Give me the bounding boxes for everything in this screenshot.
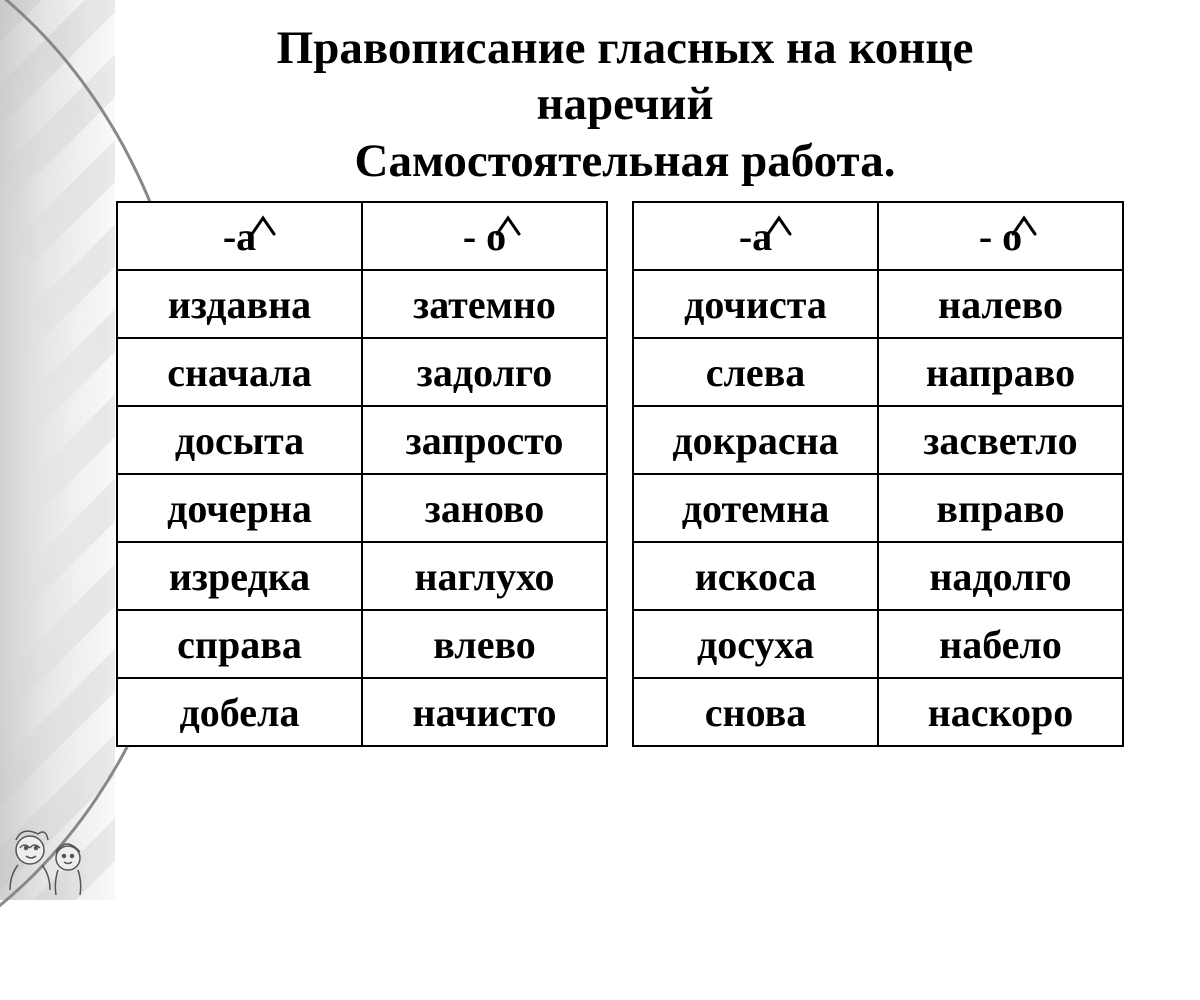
cell: надолго xyxy=(878,542,1123,610)
table-row: досытазапросто xyxy=(117,406,607,474)
table-right: -а - о дочистаналево слеванаправо докрас… xyxy=(632,201,1124,747)
table-row: слеванаправо xyxy=(633,338,1123,406)
table-row: снованаскоро xyxy=(633,678,1123,746)
cell: влево xyxy=(362,610,607,678)
cell: запросто xyxy=(362,406,607,474)
cell: задолго xyxy=(362,338,607,406)
table-row: докрасназасветло xyxy=(633,406,1123,474)
cell: добела xyxy=(117,678,362,746)
table-row: дочистаналево xyxy=(633,270,1123,338)
cell: слева xyxy=(633,338,878,406)
cell: направо xyxy=(878,338,1123,406)
table-row: искосанадолго xyxy=(633,542,1123,610)
header-text: -а xyxy=(739,214,772,259)
col-header-o: - о xyxy=(362,202,607,270)
cell: наглухо xyxy=(362,542,607,610)
header-text: - о xyxy=(463,214,506,259)
cell: заново xyxy=(362,474,607,542)
slide-content: Правописание гласных на конце наречий Са… xyxy=(0,0,1200,747)
col-header-a: -а xyxy=(117,202,362,270)
cell: дотемна xyxy=(633,474,878,542)
header-text: - о xyxy=(979,214,1022,259)
table-header-row: -а - о xyxy=(633,202,1123,270)
table-row: изредканаглухо xyxy=(117,542,607,610)
cell: досуха xyxy=(633,610,878,678)
table-row: дотемнавправо xyxy=(633,474,1123,542)
bottom-corner-doodle xyxy=(0,810,120,900)
page-title: Правописание гласных на конце наречий Са… xyxy=(0,20,1200,189)
title-line-2: наречий xyxy=(536,78,713,130)
table-row: добеланачисто xyxy=(117,678,607,746)
cell: досыта xyxy=(117,406,362,474)
table-row: справавлево xyxy=(117,610,607,678)
cell: начисто xyxy=(362,678,607,746)
tables-container: -а - о издавназатемно сначалазадолго дос… xyxy=(0,201,1200,747)
cell: дочиста xyxy=(633,270,878,338)
col-header-o: - о xyxy=(878,202,1123,270)
cell: искоса xyxy=(633,542,878,610)
table-left: -а - о издавназатемно сначалазадолго дос… xyxy=(116,201,608,747)
cell: сначала xyxy=(117,338,362,406)
cell: изредка xyxy=(117,542,362,610)
cell: затемно xyxy=(362,270,607,338)
cell: докрасна xyxy=(633,406,878,474)
cell: наскоро xyxy=(878,678,1123,746)
table-row: сначалазадолго xyxy=(117,338,607,406)
table-right-body: дочистаналево слеванаправо докрасназасве… xyxy=(633,270,1123,746)
cell: налево xyxy=(878,270,1123,338)
table-row: досуханабело xyxy=(633,610,1123,678)
cell: засветло xyxy=(878,406,1123,474)
cell: дочерна xyxy=(117,474,362,542)
cell: издавна xyxy=(117,270,362,338)
cell: снова xyxy=(633,678,878,746)
cell: набело xyxy=(878,610,1123,678)
header-text: -а xyxy=(223,214,256,259)
title-line-3: Самостоятельная работа. xyxy=(355,135,896,187)
table-row: издавназатемно xyxy=(117,270,607,338)
cell: справа xyxy=(117,610,362,678)
col-header-a: -а xyxy=(633,202,878,270)
table-header-row: -а - о xyxy=(117,202,607,270)
cell: вправо xyxy=(878,474,1123,542)
table-row: дочерназаново xyxy=(117,474,607,542)
table-left-body: издавназатемно сначалазадолго досытазапр… xyxy=(117,270,607,746)
title-line-1: Правописание гласных на конце xyxy=(277,22,974,74)
